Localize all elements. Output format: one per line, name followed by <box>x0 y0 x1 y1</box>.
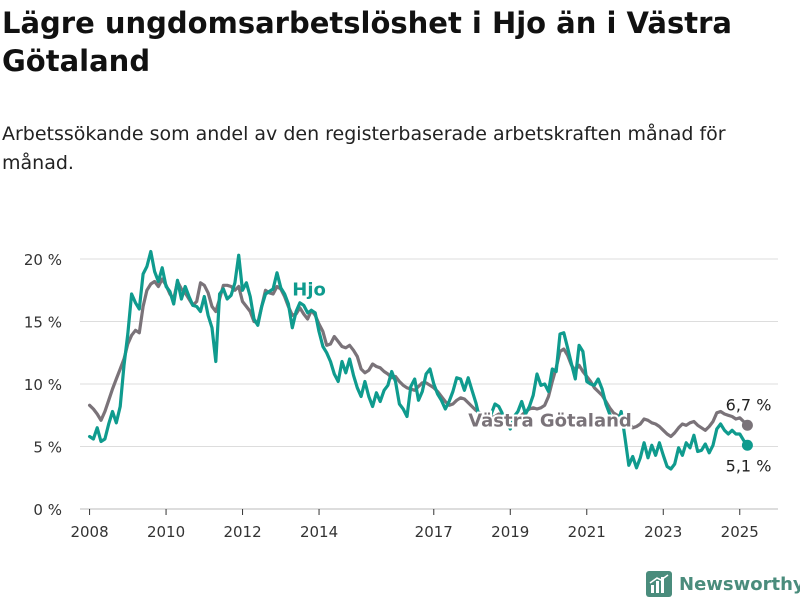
x-tick-label: 2012 <box>223 523 261 541</box>
series-lines <box>88 249 753 471</box>
brand-logo: Newsworthy <box>646 570 800 598</box>
y-axis: 0 % 5 % 10 % 15 % 20 % <box>24 251 62 519</box>
series-labels: Hjo Västra Götaland 6,7 % 5,1 % <box>290 277 773 477</box>
x-tick-label: 2025 <box>721 523 759 541</box>
end-label-hjo: 5,1 % <box>726 456 772 475</box>
y-tick-label: 20 % <box>24 251 62 269</box>
y-tick-label: 15 % <box>24 314 62 332</box>
y-tick-label: 10 % <box>24 376 62 394</box>
x-tick-label: 2023 <box>644 523 682 541</box>
series-label-hjo: Hjo <box>292 279 326 300</box>
brand-name: Newsworthy <box>679 573 800 595</box>
series-line-vastra-gotaland <box>88 277 749 439</box>
y-tick-label: 0 % <box>33 501 62 519</box>
x-tick-label: 2008 <box>70 523 108 541</box>
chart-title: Lägre ungdomsarbetslöshet i Hjo än i Väs… <box>2 6 732 78</box>
x-tick-label: 2014 <box>300 523 338 541</box>
y-tick-label: 5 % <box>33 439 62 457</box>
series-label-vastra-gotaland: Västra Götaland <box>468 411 632 432</box>
end-point-hjo <box>741 439 753 451</box>
newsworthy-logo-icon <box>646 571 672 597</box>
chart-subtitle: Arbetssökande som andel av den registerb… <box>2 123 726 174</box>
x-tick-label: 2021 <box>568 523 606 541</box>
end-label-vastra-gotaland: 6,7 % <box>726 395 772 414</box>
series-line-hjo <box>88 249 749 471</box>
x-tick-label: 2017 <box>415 523 453 541</box>
x-axis: 2008 2010 2012 2014 2017 2019 2021 2023 2025 <box>70 509 759 541</box>
x-tick-label: 2019 <box>491 523 529 541</box>
x-tick-label: 2010 <box>147 523 185 541</box>
end-point-vastra-gotaland <box>741 419 753 431</box>
